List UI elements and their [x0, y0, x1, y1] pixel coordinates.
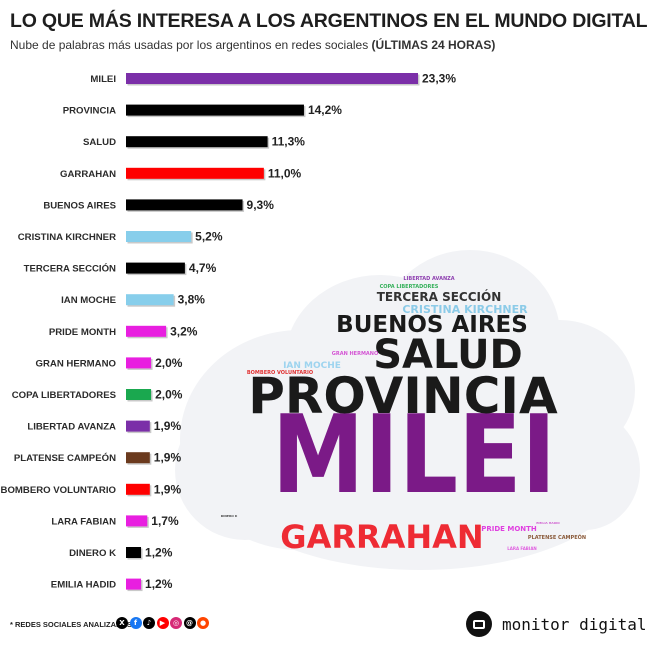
brand: monitor digital — [466, 611, 647, 637]
bar-bombero-voluntario — [126, 483, 150, 495]
instagram-icon: ◎ — [170, 617, 182, 629]
cloud-word-ian-moche: IAN MOCHE — [283, 361, 341, 371]
cloud-word-gran-hermano: GRAN HERMANO — [332, 351, 378, 357]
bar-salud — [126, 136, 268, 148]
bar-buenos-aires — [126, 199, 243, 211]
bar-libertad-avanza — [126, 420, 150, 432]
cloud-word-buenos-aires: BUENOS AIRES — [336, 312, 528, 338]
bar-provincia — [126, 104, 304, 116]
category-label-dinero-k: DINERO K — [69, 548, 116, 559]
tiktok-icon: ♪ — [143, 617, 155, 629]
value-label-provincia: 14,2% — [308, 103, 342, 117]
bar-gran-hermano — [126, 357, 152, 369]
youtube-icon: ▶ — [156, 617, 169, 629]
cloud-word-platense-campeon: PLATENSE CAMPEÓN — [528, 534, 586, 541]
category-label-pride-month: PRIDE MONTH — [49, 327, 116, 338]
cloud-word-salud: SALUD — [373, 332, 523, 378]
value-label-gran-hermano: 2,0% — [155, 356, 183, 370]
page-subtitle: Nube de palabras más usadas por los arge… — [10, 38, 495, 52]
footer-note: * REDES SOCIALES ANALIZADAS — [10, 620, 132, 629]
category-label-salud: SALUD — [83, 137, 116, 148]
brand-name: monitor digital — [502, 614, 647, 634]
value-label-tercera-seccion: 4,7% — [189, 261, 217, 275]
cloud-word-copa-libertadores: COPA LIBERTADORES — [380, 284, 439, 290]
x-icon: X — [116, 617, 128, 629]
bar-garrahan — [126, 167, 264, 179]
category-label-gran-hermano: GRAN HERMANO — [36, 358, 117, 369]
cloud-word-emilia-hadid: EMILIA HADID — [536, 521, 560, 525]
value-label-lara-fabian: 1,7% — [151, 514, 179, 528]
bar-tercera-seccion — [126, 262, 185, 274]
monitor-icon — [466, 611, 492, 637]
cloud-word-libertad-avanza: LIBERTAD AVANZA — [403, 276, 454, 282]
bar-platense-campeon — [126, 452, 150, 464]
value-label-dinero-k: 1,2% — [145, 546, 173, 560]
value-label-platense-campeon: 1,9% — [154, 451, 182, 465]
value-label-cristina-kirchner: 5,2% — [195, 230, 223, 244]
bar-emilia-hadid — [126, 578, 142, 590]
subtitle-bold: (ÚLTIMAS 24 HORAS) — [371, 38, 496, 52]
subtitle-text: Nube de palabras más usadas por los arge… — [10, 38, 372, 52]
cloud-word-tercera-seccion: TERCERA SECCIÓN — [377, 289, 502, 304]
bar-chart: MILEI 23,3% PROVINCIA 14,2% SALUD 11,3% GARRAH… — [1, 72, 456, 592]
category-label-libertad-avanza: LIBERTAD AVANZA — [27, 422, 116, 433]
category-label-platense-campeon: PLATENSE CAMPEÓN — [14, 452, 116, 464]
cloud-word-lara-fabian: LARA FABIAN — [507, 546, 537, 551]
bar-dinero-k — [126, 547, 142, 558]
facebook-icon: f — [129, 617, 142, 629]
value-label-ian-moche: 3,8% — [178, 293, 206, 307]
cloud-word-garrahan: GARRAHAN — [280, 518, 483, 556]
cloud-shape — [175, 250, 640, 570]
category-label-garrahan: GARRAHAN — [60, 169, 116, 180]
value-label-garrahan: 11,0% — [268, 166, 302, 180]
value-label-bombero-voluntario: 1,9% — [154, 482, 182, 496]
bar-copa-libertadores — [126, 389, 152, 400]
cloud-word-milei: MILEI — [272, 392, 556, 517]
cloud-word-pride-month: PRIDE MONTH — [481, 525, 537, 533]
category-label-milei: MILEI — [90, 74, 116, 85]
bar-milei — [126, 73, 418, 84]
category-label-lara-fabian: LARA FABIAN — [51, 516, 116, 527]
category-label-buenos-aires: BUENOS AIRES — [43, 200, 116, 211]
bar-pride-month — [126, 325, 167, 337]
cloud-word-dinero-k: DINERO K — [221, 514, 238, 518]
cloud-word-provincia: PROVINCIA — [248, 367, 558, 425]
bar-lara-fabian — [126, 515, 148, 527]
value-label-pride-month: 3,2% — [170, 324, 198, 338]
cloud-blob — [210, 370, 630, 570]
value-label-emilia-hadid: 1,2% — [145, 577, 173, 591]
category-label-tercera-seccion: TERCERA SECCIÓN — [24, 263, 116, 275]
value-label-copa-libertadores: 2,0% — [155, 388, 183, 402]
category-label-ian-moche: IAN MOCHE — [61, 295, 116, 306]
value-label-libertad-avanza: 1,9% — [154, 419, 182, 433]
category-label-provincia: PROVINCIA — [63, 106, 116, 117]
cloud-word-cristina-kirchner: CRISTINA KIRCHNER — [402, 303, 528, 316]
bar-cristina-kirchner — [126, 231, 192, 242]
page-title: LO QUE MÁS INTERESA A LOS ARGENTINOS EN … — [10, 10, 647, 32]
category-label-emilia-hadid: EMILIA HADID — [51, 580, 116, 591]
bar-ian-moche — [126, 294, 174, 306]
reddit-icon: ● — [197, 617, 209, 629]
value-label-milei: 23,3% — [422, 72, 456, 86]
category-label-bombero-voluntario: BOMBERO VOLUNTARIO — [1, 485, 117, 496]
value-label-salud: 11,3% — [272, 135, 306, 149]
threads-icon: @ — [183, 617, 196, 629]
cloud-word-bombero-voluntario: BOMBERO VOLUNTARIO — [247, 370, 313, 376]
value-label-buenos-aires: 9,3% — [247, 198, 275, 212]
category-label-cristina-kirchner: CRISTINA KIRCHNER — [18, 232, 116, 243]
category-label-copa-libertadores: COPA LIBERTADORES — [12, 390, 117, 401]
